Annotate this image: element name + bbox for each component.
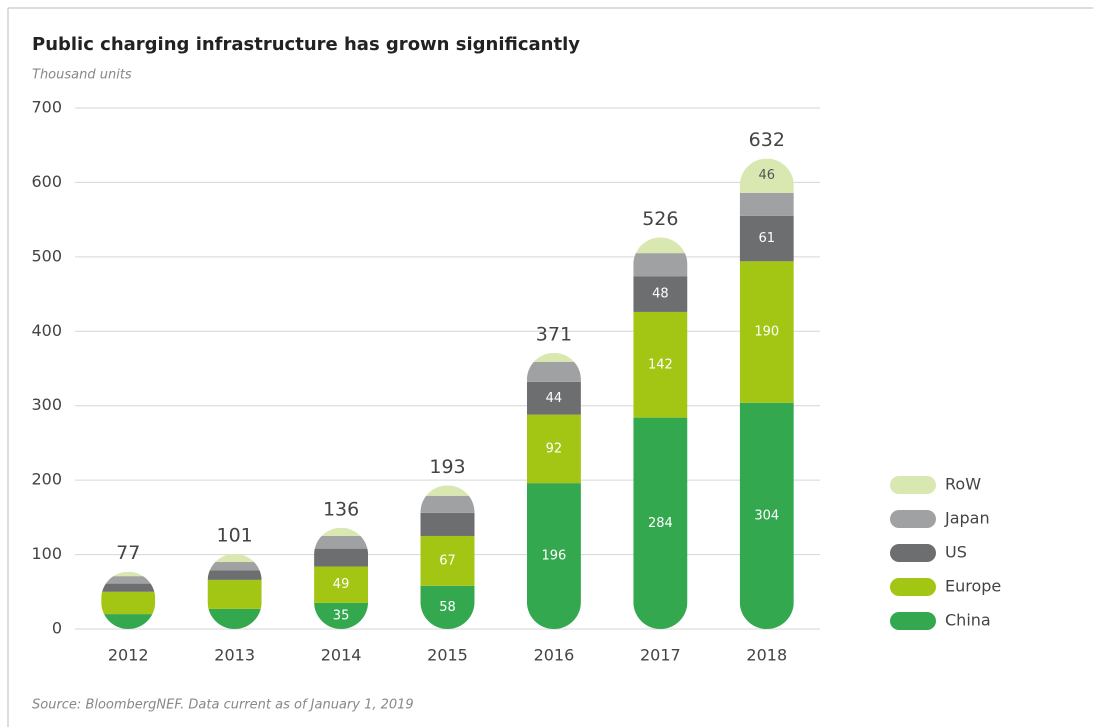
bar-segment bbox=[314, 535, 369, 549]
bar-segment bbox=[739, 261, 794, 403]
y-tick-label: 100 bbox=[31, 544, 62, 563]
bar-segment bbox=[207, 608, 262, 629]
bar-segment bbox=[526, 483, 581, 629]
bar-segment bbox=[526, 361, 581, 382]
bar-segment bbox=[420, 535, 475, 586]
bar-segment bbox=[420, 512, 475, 536]
legend-swatch bbox=[890, 510, 936, 528]
bar-segment bbox=[101, 583, 156, 592]
legend-label: Europe bbox=[945, 577, 1001, 596]
segment-label: 92 bbox=[546, 441, 563, 456]
bar-stack bbox=[739, 158, 794, 629]
y-tick-label: 200 bbox=[31, 470, 62, 489]
x-tick-label: 2012 bbox=[108, 646, 149, 665]
segment-label: 190 bbox=[754, 325, 779, 340]
bar-segment bbox=[739, 192, 794, 216]
bar-segment bbox=[207, 562, 262, 571]
bar-segment bbox=[420, 585, 475, 629]
total-label: 77 bbox=[116, 542, 140, 564]
bar-stack bbox=[420, 485, 475, 629]
y-tick-label: 400 bbox=[31, 321, 62, 340]
segment-label: 142 bbox=[648, 357, 673, 372]
bar-stack bbox=[207, 553, 262, 629]
bar-stack bbox=[101, 571, 156, 629]
bar-segment bbox=[633, 311, 688, 418]
legend-swatch bbox=[890, 612, 936, 630]
bar-segment bbox=[633, 276, 688, 312]
legend-label: China bbox=[945, 611, 991, 630]
bar-segment bbox=[207, 570, 262, 580]
segment-label: 196 bbox=[542, 549, 567, 564]
bar-segment bbox=[101, 571, 156, 577]
total-label: 632 bbox=[749, 129, 785, 151]
y-tick-label: 500 bbox=[31, 246, 62, 265]
bar-segment bbox=[207, 553, 262, 563]
legend-label: Japan bbox=[944, 509, 990, 528]
bar-segment bbox=[633, 417, 688, 629]
bar-segment bbox=[420, 485, 475, 496]
total-label: 526 bbox=[642, 208, 678, 230]
bar-segment bbox=[314, 548, 369, 567]
bar-segment bbox=[101, 591, 156, 615]
bar-segment bbox=[633, 253, 688, 277]
bar-segment bbox=[420, 495, 475, 513]
x-tick-label: 2017 bbox=[640, 646, 681, 665]
y-tick-label: 700 bbox=[31, 98, 62, 117]
x-tick-label: 2014 bbox=[321, 646, 362, 665]
bar-segment bbox=[314, 527, 369, 536]
bar-segment bbox=[101, 576, 156, 584]
bar-segment bbox=[633, 237, 688, 254]
segment-label: 35 bbox=[333, 608, 350, 623]
bar-segment bbox=[314, 566, 369, 603]
segment-label: 44 bbox=[546, 391, 563, 406]
x-tick-label: 2016 bbox=[534, 646, 575, 665]
segment-label: 67 bbox=[439, 553, 456, 568]
x-tick-label: 2013 bbox=[214, 646, 255, 665]
chart-subtitle: Thousand units bbox=[32, 68, 132, 83]
bar-segment bbox=[526, 381, 581, 415]
legend-label: US bbox=[945, 543, 967, 562]
legend-swatch bbox=[890, 544, 936, 562]
x-tick-label: 2015 bbox=[427, 646, 468, 665]
total-label: 136 bbox=[323, 498, 359, 520]
bar-segment bbox=[526, 414, 581, 484]
segment-label: 46 bbox=[759, 168, 776, 183]
y-tick-label: 600 bbox=[31, 172, 62, 191]
bar-segment bbox=[526, 352, 581, 362]
chart-title: Public charging infrastructure has grown… bbox=[32, 34, 580, 55]
y-tick-label: 300 bbox=[31, 395, 62, 414]
segment-label: 284 bbox=[648, 516, 673, 531]
bar-segment bbox=[101, 614, 156, 629]
bar-stack bbox=[633, 237, 688, 629]
bar-segment bbox=[739, 215, 794, 262]
legend-swatch bbox=[890, 476, 936, 494]
total-label: 371 bbox=[536, 323, 572, 345]
x-tick-label: 2018 bbox=[746, 646, 787, 665]
legend-swatch bbox=[890, 578, 936, 596]
bar-segment bbox=[739, 402, 794, 629]
bar-stack bbox=[526, 352, 581, 629]
segment-label: 49 bbox=[333, 577, 350, 592]
total-label: 193 bbox=[429, 456, 465, 478]
segment-label: 48 bbox=[652, 287, 669, 302]
segment-label: 61 bbox=[759, 231, 776, 246]
bar-segment bbox=[207, 579, 262, 609]
segment-label: 304 bbox=[754, 508, 779, 523]
y-tick-label: 0 bbox=[52, 619, 62, 638]
total-label: 101 bbox=[217, 524, 253, 546]
segment-label: 58 bbox=[439, 600, 456, 615]
source-note: Source: BloombergNEF. Data current as of… bbox=[32, 698, 414, 713]
legend-label: RoW bbox=[945, 475, 981, 494]
